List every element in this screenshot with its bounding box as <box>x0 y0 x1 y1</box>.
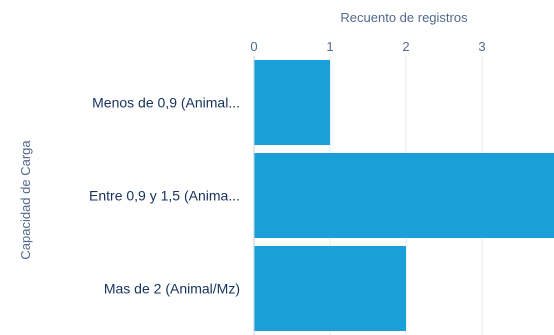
x-axis-title: Recuento de registros <box>340 10 468 25</box>
bar[interactable] <box>254 153 554 238</box>
bar[interactable] <box>254 60 330 145</box>
category-label: Menos de 0,9 (Animal... <box>92 95 240 111</box>
category-label: Mas de 2 (Animal/Mz) <box>104 281 240 297</box>
bar[interactable] <box>254 246 406 331</box>
x-tick-label: 3 <box>478 39 485 54</box>
x-tick-label: 1 <box>326 39 333 54</box>
x-tick-label: 0 <box>250 39 257 54</box>
category-label: Entre 0,9 y 1,5 (Anima... <box>89 188 240 204</box>
x-tick-label: 2 <box>402 39 409 54</box>
